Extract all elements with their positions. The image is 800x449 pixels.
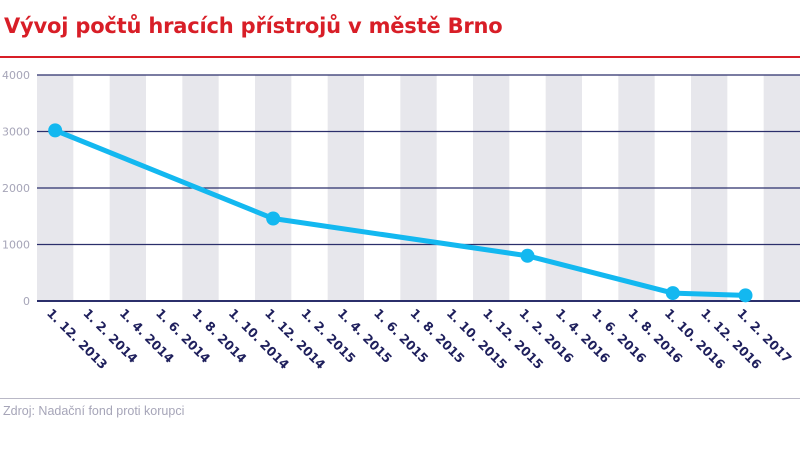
y-tick-label: 0 <box>23 295 30 308</box>
data-point <box>520 248 535 263</box>
y-tick-label: 4000 <box>2 69 30 82</box>
data-point <box>738 288 753 303</box>
y-tick-label: 2000 <box>2 182 30 195</box>
data-point <box>665 286 680 301</box>
y-axis-labels: 0 1000 2000 3000 4000 <box>2 69 30 308</box>
data-point <box>266 211 281 226</box>
data-series <box>48 123 753 303</box>
y-tick-label: 1000 <box>2 239 30 252</box>
chart-title: Vývoj počtů hracích přístrojů v městě Br… <box>4 14 503 38</box>
y-tick-label: 3000 <box>2 126 30 139</box>
data-point <box>48 123 63 138</box>
source-divider <box>0 398 800 399</box>
gridlines <box>37 74 800 302</box>
title-divider <box>0 56 800 58</box>
source-note: Zdroj: Nadační fond proti korupci <box>3 404 185 418</box>
